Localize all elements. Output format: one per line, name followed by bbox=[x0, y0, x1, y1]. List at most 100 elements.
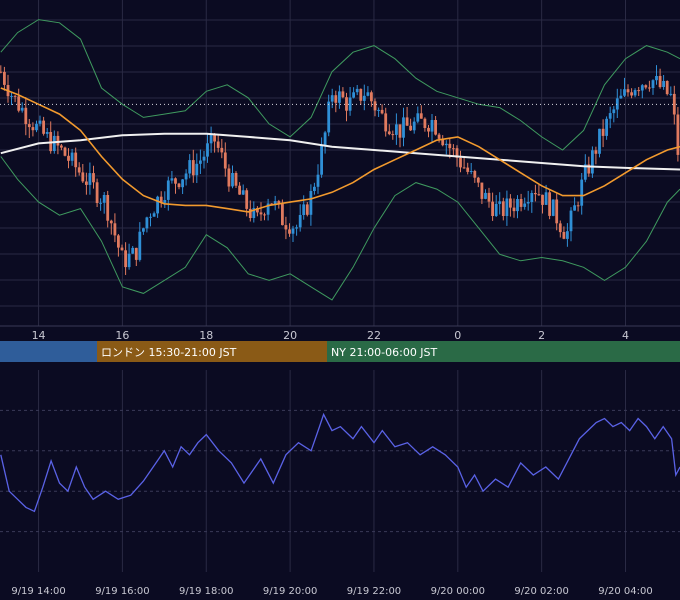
candle-body bbox=[466, 167, 470, 172]
candle-body bbox=[591, 150, 594, 174]
candle-body bbox=[298, 215, 302, 228]
candle-body bbox=[405, 117, 409, 126]
candle-body bbox=[402, 117, 405, 138]
candle-body bbox=[159, 196, 163, 203]
candle-body bbox=[330, 95, 334, 102]
candle-body bbox=[487, 192, 491, 202]
candle-body bbox=[615, 98, 619, 110]
candle-body bbox=[302, 204, 306, 215]
candle-body bbox=[498, 201, 502, 204]
candle-body bbox=[174, 178, 177, 184]
candle-body bbox=[437, 134, 441, 139]
candle-body bbox=[341, 91, 345, 98]
candle-body bbox=[13, 95, 17, 97]
candle-body bbox=[81, 172, 85, 182]
candle-body bbox=[423, 118, 427, 128]
candle-body bbox=[619, 95, 623, 99]
candle-body bbox=[640, 85, 644, 91]
candle-body bbox=[444, 143, 448, 146]
candle-body bbox=[412, 121, 416, 131]
bb-lower-line bbox=[0, 156, 680, 301]
candle-body bbox=[134, 247, 138, 260]
candle-body bbox=[284, 225, 288, 230]
session-bar: ロンドン 15:30-21:00 JST NY 21:00-06:00 JST bbox=[0, 341, 680, 362]
bollinger-bands bbox=[0, 19, 680, 301]
candle-body bbox=[562, 232, 566, 239]
oscillator-series bbox=[0, 412, 680, 513]
candle-body bbox=[156, 196, 159, 214]
candle-body bbox=[441, 138, 445, 146]
candle-body bbox=[494, 203, 498, 216]
candle-body bbox=[184, 173, 188, 180]
candle-body bbox=[120, 247, 124, 251]
candle-body bbox=[270, 203, 274, 205]
candle-body bbox=[384, 113, 388, 132]
moving-averages bbox=[0, 87, 680, 213]
candle-body bbox=[345, 97, 348, 111]
oscillator-line bbox=[0, 412, 680, 513]
candle-body bbox=[338, 91, 341, 103]
candle-body bbox=[665, 81, 669, 95]
candle-body bbox=[612, 109, 616, 114]
osc-x-tick-label: 9/19 16:00 bbox=[95, 586, 149, 597]
candle-body bbox=[102, 195, 106, 203]
main-x-tick-label: 2 bbox=[538, 329, 545, 342]
candle-body bbox=[42, 120, 45, 134]
candle-body bbox=[598, 128, 601, 154]
candle-body bbox=[259, 212, 263, 215]
candle-body bbox=[52, 135, 56, 151]
candle-body bbox=[109, 220, 113, 224]
candle-body bbox=[124, 250, 127, 268]
osc-x-tick-label: 9/19 18:00 bbox=[179, 586, 233, 597]
main-x-tick-label: 14 bbox=[32, 329, 46, 342]
candle-body bbox=[220, 147, 224, 153]
main-x-tick-label: 4 bbox=[622, 329, 629, 342]
candle-body bbox=[462, 167, 466, 169]
main-x-tick-label: 18 bbox=[199, 329, 213, 342]
candle-body bbox=[295, 227, 298, 229]
candle-body bbox=[60, 145, 63, 148]
candle-body bbox=[380, 109, 384, 114]
candle-body bbox=[248, 208, 252, 218]
candle-body bbox=[188, 160, 192, 174]
candle-body bbox=[20, 107, 24, 111]
candle-body bbox=[459, 157, 462, 168]
candle-body bbox=[534, 193, 537, 195]
candle-body bbox=[512, 207, 516, 212]
candle-body bbox=[0, 71, 3, 73]
candle-body bbox=[608, 113, 612, 119]
candle-body bbox=[277, 201, 281, 204]
candle-body bbox=[633, 90, 637, 96]
candle-body bbox=[67, 155, 70, 161]
sma-long-line bbox=[0, 132, 680, 171]
candle-body bbox=[419, 113, 423, 119]
candle-body bbox=[56, 135, 60, 146]
candle-body bbox=[142, 228, 145, 232]
candle-body bbox=[323, 132, 327, 146]
main-x-axis: 14 16 18 20 22 0 2 4 bbox=[0, 325, 680, 342]
candle-body bbox=[558, 223, 562, 233]
session-ny-band bbox=[327, 341, 680, 362]
candle-body bbox=[427, 127, 430, 132]
oscillator-grid bbox=[0, 370, 680, 572]
candle-body bbox=[85, 181, 88, 185]
candle-body bbox=[359, 88, 363, 101]
candle-body bbox=[526, 202, 530, 204]
candle-body bbox=[448, 143, 452, 149]
candle-body bbox=[605, 118, 608, 136]
candle-body bbox=[377, 109, 380, 111]
candle-body bbox=[594, 150, 598, 154]
candle-body bbox=[566, 231, 569, 239]
session-london-label: ロンドン 15:30-21:00 JST bbox=[101, 346, 237, 359]
candle-body bbox=[313, 186, 316, 191]
candle-body bbox=[45, 132, 49, 134]
candle-body bbox=[31, 127, 35, 131]
candle-body bbox=[580, 179, 584, 206]
candle-body bbox=[387, 131, 391, 135]
candle-body bbox=[644, 85, 648, 88]
candle-body bbox=[117, 235, 120, 248]
candle-body bbox=[241, 190, 245, 195]
candle-body bbox=[651, 80, 655, 88]
candle-body bbox=[623, 89, 626, 96]
